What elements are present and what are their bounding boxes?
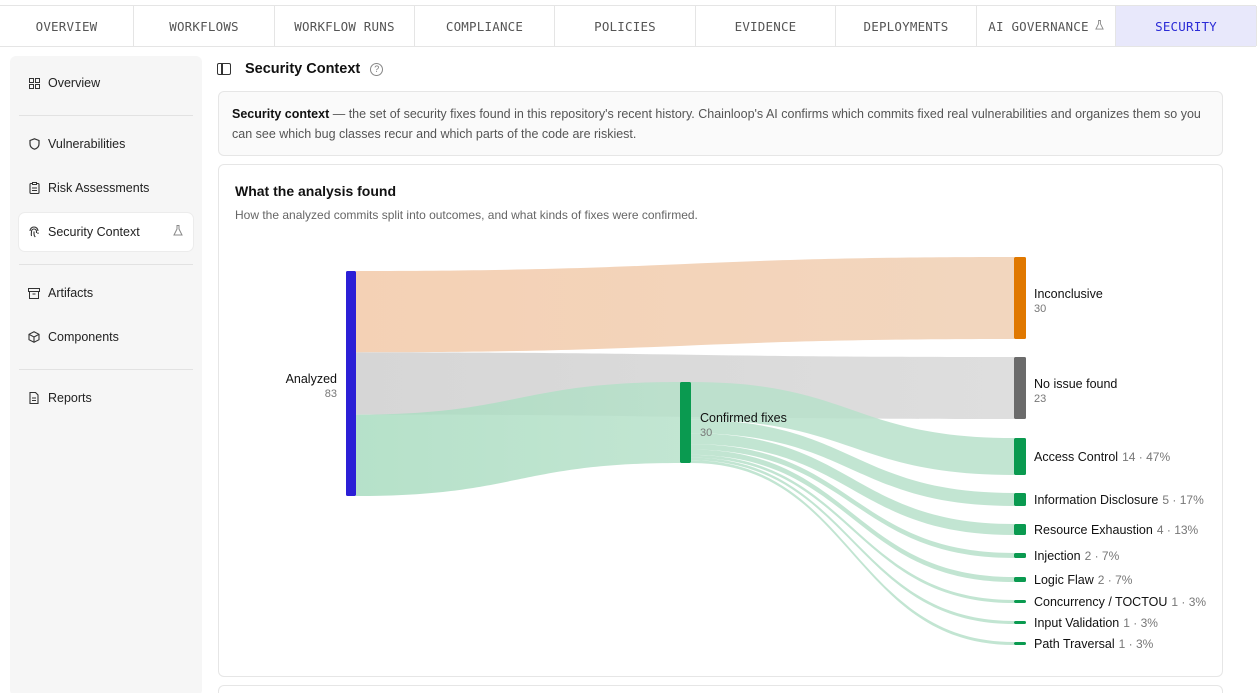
- tab-label: EVIDENCE: [734, 18, 797, 34]
- sidebar-item-label: Components: [48, 330, 119, 344]
- sidebar-item-label: Reports: [48, 391, 92, 405]
- clipboard-icon: [28, 182, 40, 194]
- tab-ai-governance[interactable]: AI GOVERNANCE: [977, 6, 1116, 46]
- card-title: What the analysis found: [235, 183, 397, 199]
- tab-security[interactable]: SECURITY: [1116, 6, 1257, 46]
- sidebar-item-components[interactable]: Components: [19, 318, 193, 356]
- grid-icon: [28, 77, 40, 89]
- next-card: [218, 685, 1223, 693]
- tab-policies[interactable]: POLICIES: [555, 6, 696, 46]
- page-title: Security Context: [245, 61, 361, 77]
- sidebar-item-label: Overview: [48, 76, 101, 90]
- top-tab-bar: OVERVIEW WORKFLOWS WORKFLOW RUNS COMPLIANCE…: [0, 5, 1257, 47]
- sidebar-divider: [19, 115, 193, 116]
- tab-evidence[interactable]: EVIDENCE: [696, 6, 836, 46]
- sidebar-item-risk-assessments[interactable]: Risk Assessments: [19, 169, 193, 207]
- context-term: Security context: [232, 107, 330, 121]
- file-icon: [28, 392, 40, 404]
- tab-label: COMPLIANCE: [445, 18, 524, 34]
- sidebar-item-label: Vulnerabilities: [48, 137, 126, 151]
- tab-label: AI GOVERNANCE: [988, 18, 1089, 34]
- sidebar-item-security-context[interactable]: Security Context: [19, 213, 193, 251]
- analysis-card: What the analysis found How the analyzed…: [218, 164, 1223, 677]
- tab-deployments[interactable]: DEPLOYMENTS: [836, 6, 977, 46]
- sidebar-item-label: Risk Assessments: [48, 181, 150, 195]
- tab-label: POLICIES: [594, 18, 656, 34]
- sidebar-item-reports[interactable]: Reports: [19, 379, 193, 417]
- package-icon: [28, 331, 40, 343]
- sidebar-divider: [19, 264, 193, 265]
- context-description: Security context — the set of security f…: [218, 91, 1223, 156]
- flask-icon: [173, 225, 183, 239]
- sidebar: Overview Vulnerabilities Risk Assessment…: [10, 56, 202, 693]
- help-icon[interactable]: ?: [370, 62, 384, 76]
- page-header: Security Context ?: [217, 58, 384, 80]
- tab-label: WORKFLOW RUNS: [294, 18, 395, 34]
- flask-icon: [1094, 19, 1104, 33]
- card-subtitle: How the analyzed commits split into outc…: [235, 208, 698, 222]
- toggle-sidebar-icon[interactable]: [217, 63, 231, 75]
- sidebar-divider: [19, 369, 193, 370]
- context-text: — the set of security fixes found in thi…: [232, 107, 1201, 141]
- tab-label: OVERVIEW: [35, 18, 98, 34]
- shield-icon: [28, 138, 40, 150]
- tab-label: WORKFLOWS: [169, 18, 239, 34]
- archive-icon: [28, 287, 40, 299]
- fingerprint-icon: [28, 226, 40, 238]
- sidebar-item-label: Security Context: [48, 225, 140, 239]
- tab-workflow-runs[interactable]: WORKFLOW RUNS: [275, 6, 415, 46]
- tab-compliance[interactable]: COMPLIANCE: [415, 6, 555, 46]
- tab-label: DEPLOYMENTS: [863, 18, 949, 34]
- sidebar-item-artifacts[interactable]: Artifacts: [19, 274, 193, 312]
- tab-label: SECURITY: [1155, 18, 1217, 34]
- sidebar-item-overview[interactable]: Overview: [19, 64, 193, 102]
- sidebar-item-vulnerabilities[interactable]: Vulnerabilities: [19, 125, 193, 163]
- tab-workflows[interactable]: WORKFLOWS: [134, 6, 275, 46]
- sidebar-item-label: Artifacts: [48, 286, 94, 300]
- tab-overview[interactable]: OVERVIEW: [0, 6, 134, 46]
